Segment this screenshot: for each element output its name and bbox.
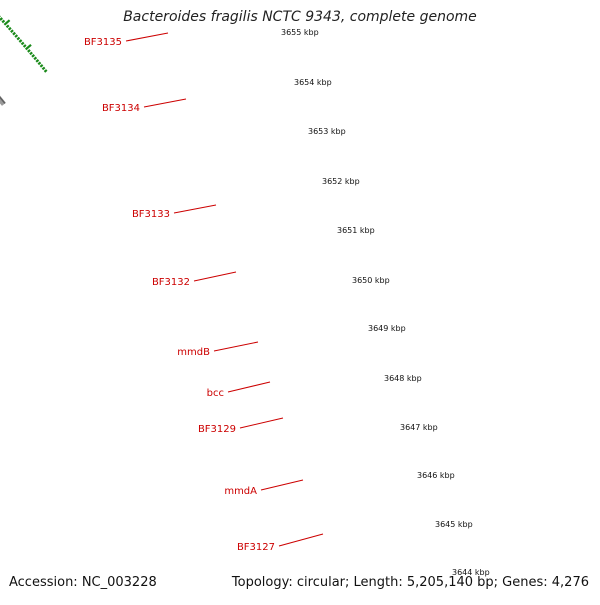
gene-label-leader (279, 534, 323, 546)
outer-tick (38, 62, 40, 64)
gene-label: BF3133 (132, 209, 170, 220)
outer-tick (24, 45, 26, 47)
genome-summary-text: Topology: circular; Length: 5,205,140 bp… (232, 575, 589, 590)
outer-tick (19, 40, 21, 42)
scale-label: 3645 kbp (435, 520, 473, 529)
gene-label: BF3134 (102, 103, 140, 114)
outer-tick (42, 67, 44, 69)
gene-label: mmdA (224, 486, 257, 497)
outer-tick (15, 35, 17, 37)
outer-tick (40, 65, 42, 67)
map-title: Bacteroides fragilis NCTC 9343, complete… (0, 9, 600, 25)
outer-tick (7, 25, 9, 27)
outer-tick (26, 45, 31, 50)
gene-label-leader (214, 342, 258, 351)
gene-label-leader (228, 382, 270, 392)
scale-label: 3647 kbp (400, 423, 438, 432)
scale-label: 3654 kbp (294, 78, 332, 87)
scale-label: 3653 kbp (308, 127, 346, 136)
gene-label-leader (144, 99, 186, 107)
outer-tick (13, 33, 15, 35)
scale-label: 3650 kbp (352, 276, 390, 285)
gene-label-leader (194, 272, 236, 281)
outer-tick (17, 38, 19, 40)
scale-label: 3652 kbp (322, 177, 360, 186)
outer-tick (32, 55, 34, 57)
gene-label-leader (261, 480, 303, 490)
outer-tick (9, 28, 11, 30)
gene-label: BF3127 (237, 542, 275, 553)
scale-label: 3651 kbp (337, 226, 375, 235)
scale-label: 3655 kbp (281, 28, 319, 37)
gene-label-leader (174, 205, 216, 213)
outer-tick (11, 30, 13, 32)
scale-label: 3649 kbp (368, 324, 406, 333)
gene-labels: BF3135 BF3134 BF3133 BF3132 mmdB bcc BF3129 mmd… (84, 33, 323, 553)
gene-label: mmdB (177, 347, 210, 358)
outer-tick (30, 52, 32, 54)
gene-label: bcc (207, 388, 224, 399)
gene-label: BF3135 (84, 37, 122, 48)
outer-tick (34, 57, 36, 59)
gene-label-leader (240, 418, 283, 428)
gene-label: BF3132 (152, 277, 190, 288)
scale-label: 3646 kbp (417, 471, 455, 480)
scale-labels: 3655 kbp 3654 kbp 3653 kbp 3652 kbp 3651 kbp… (281, 28, 490, 577)
outer-tick (36, 60, 38, 62)
accession-text: Accession: NC_003228 (9, 575, 157, 590)
scale-label: 3648 kbp (384, 374, 422, 383)
gene-label: BF3129 (198, 424, 236, 435)
outer-tick (28, 50, 30, 52)
outer-tick (44, 70, 46, 72)
gene-label-leader (126, 33, 168, 41)
outer-tick (21, 42, 23, 44)
